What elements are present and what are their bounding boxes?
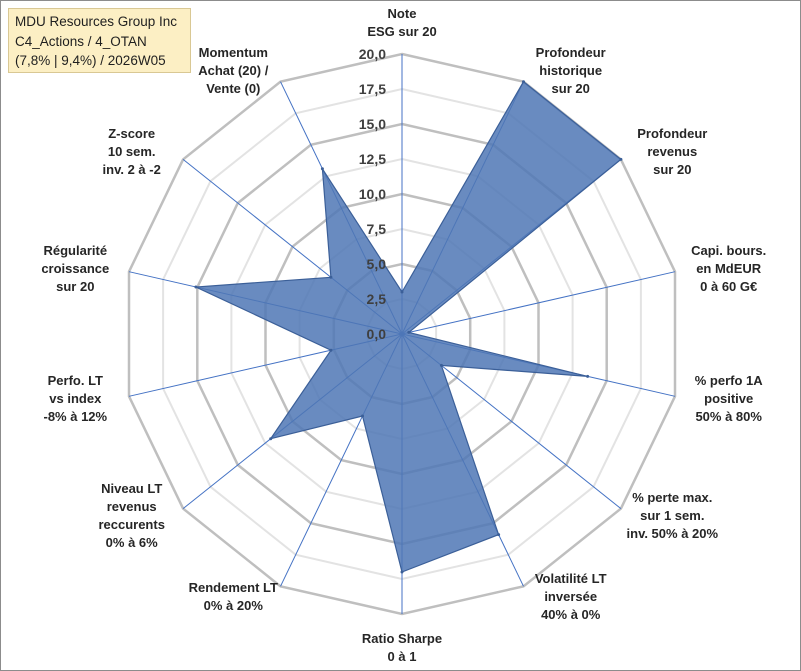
axis-label-line: vs index <box>49 391 102 406</box>
axis-label-line: 40% à 0% <box>541 607 601 622</box>
tick-label: 10,0 <box>359 186 386 202</box>
series-point <box>329 348 333 352</box>
axis-label-line: Profondeur <box>637 126 707 141</box>
axis-label: Profondeur revenus sur 20 <box>637 126 707 177</box>
axis-label: Perfo. LT vs index -8% à 12% <box>44 373 108 424</box>
axis-label-line: sur 1 sem. <box>640 508 704 523</box>
axis-label-line: historique <box>539 63 602 78</box>
series-point <box>400 290 404 294</box>
axis-label: % perfo 1A positive 50% à 80% <box>695 373 764 424</box>
series-point <box>522 80 525 84</box>
axis-label-line: Ratio Sharpe <box>362 631 442 646</box>
series-area <box>193 80 622 573</box>
axis-label: Profondeur historique sur 20 <box>536 45 606 96</box>
axis-label-line: 0 à 1 <box>388 649 417 664</box>
axis-label-line: ESG sur 20 <box>367 24 436 39</box>
axis-label-line: sur 20 <box>56 279 94 294</box>
axis-label-line: Profondeur <box>536 45 606 60</box>
series-point <box>497 533 501 537</box>
axis-label-line: Rendement LT <box>189 580 278 595</box>
tick-label: 17,5 <box>359 81 386 97</box>
axis-label-line: Capi. bours. <box>691 243 766 258</box>
axis-label-line: en MdEUR <box>696 261 762 276</box>
axis-label: Rendement LT 0% à 20% <box>189 580 278 613</box>
axis-label-line: Achat (20) / <box>198 63 268 78</box>
axis-label-line: Volatilité LT <box>535 571 607 586</box>
chart-title-line: MDU Resources Group Inc <box>15 14 178 29</box>
axis-label: Z-score 10 sem. inv. 2 à -2 <box>103 126 161 177</box>
axis-label-line: inversée <box>544 589 597 604</box>
series-point <box>619 157 623 161</box>
radial-tick-labels: 0,0 2,5 5,0 7,5 10,0 12,5 15,0 17,5 20,0 <box>359 46 386 342</box>
chart-title-line: (7,8% | 9,4%) / 2026W05 <box>15 53 166 68</box>
axis-label: Note ESG sur 20 <box>367 6 436 39</box>
axis-label-line: reccurents <box>98 517 164 532</box>
axis-label: Volatilité LT inversée 40% à 0% <box>535 571 607 622</box>
axis-label-line: % perfo 1A <box>695 373 764 388</box>
axis-label: Régularité croissance sur 20 <box>41 243 109 294</box>
axis-label-line: 0% à 6% <box>106 535 158 550</box>
axis-label-line: 10 sem. <box>108 144 156 159</box>
axis-label-line: Note <box>388 6 417 21</box>
tick-label: 15,0 <box>359 116 386 132</box>
tick-label: 5,0 <box>367 256 387 272</box>
axis-label-line: Perfo. LT <box>48 373 103 388</box>
axis-label-line: 0% à 20% <box>204 598 264 613</box>
chart-title-box: MDU Resources Group Inc C4_Actions / 4_O… <box>8 8 191 73</box>
axis-label-line: Vente (0) <box>206 81 260 96</box>
series-point <box>269 437 273 441</box>
axis-label-line: croissance <box>41 261 109 276</box>
series-point <box>194 285 198 289</box>
axis-label-line: revenus <box>647 144 697 159</box>
axis-label-line: Régularité <box>44 243 108 258</box>
series-point <box>320 167 324 171</box>
series-point <box>586 374 590 378</box>
axis-label: Capi. bours. en MdEUR 0 à 60 G€ <box>691 243 766 294</box>
radar-series <box>193 80 623 574</box>
chart-title-line: C4_Actions / 4_OTAN <box>15 33 147 49</box>
spoke-line <box>401 271 676 335</box>
axis-label-line: inv. 50% à 20% <box>627 526 719 541</box>
series-point <box>439 363 443 367</box>
axis-labels: Note ESG sur 20 Profondeur historique sur 20… <box>41 6 766 664</box>
series-point <box>407 330 411 334</box>
tick-label: 2,5 <box>367 291 387 307</box>
tick-label: 7,5 <box>367 221 387 237</box>
axis-label: Niveau LT revenus reccurents 0% à 6% <box>98 481 164 550</box>
series-point <box>361 414 364 418</box>
axis-label-line: revenus <box>107 499 157 514</box>
series-point <box>329 275 333 279</box>
axis-label-line: % perte max. <box>632 490 712 505</box>
axis-label-line: sur 20 <box>552 81 590 96</box>
axis-label-line: inv. 2 à -2 <box>103 162 161 177</box>
axis-label-line: sur 20 <box>653 162 691 177</box>
axis-label-line: Z-score <box>108 126 155 141</box>
axis-label-line: Momentum <box>199 45 268 60</box>
axis-label-line: 50% à 80% <box>695 409 762 424</box>
axis-label-line: Niveau LT <box>101 481 162 496</box>
axis-label: Momentum Achat (20) / Vente (0) <box>198 45 268 96</box>
axis-label-line: 0 à 60 G€ <box>700 279 757 294</box>
axis-label: Ratio Sharpe 0 à 1 <box>362 631 442 664</box>
axis-label-line: -8% à 12% <box>44 409 108 424</box>
tick-label: 20,0 <box>359 46 386 62</box>
series-point <box>400 570 404 574</box>
tick-label: 12,5 <box>359 151 386 167</box>
axis-label-line: positive <box>704 391 753 406</box>
axis-label: % perte max. sur 1 sem. inv. 50% à 20% <box>627 490 719 541</box>
tick-label: 0,0 <box>367 326 387 342</box>
